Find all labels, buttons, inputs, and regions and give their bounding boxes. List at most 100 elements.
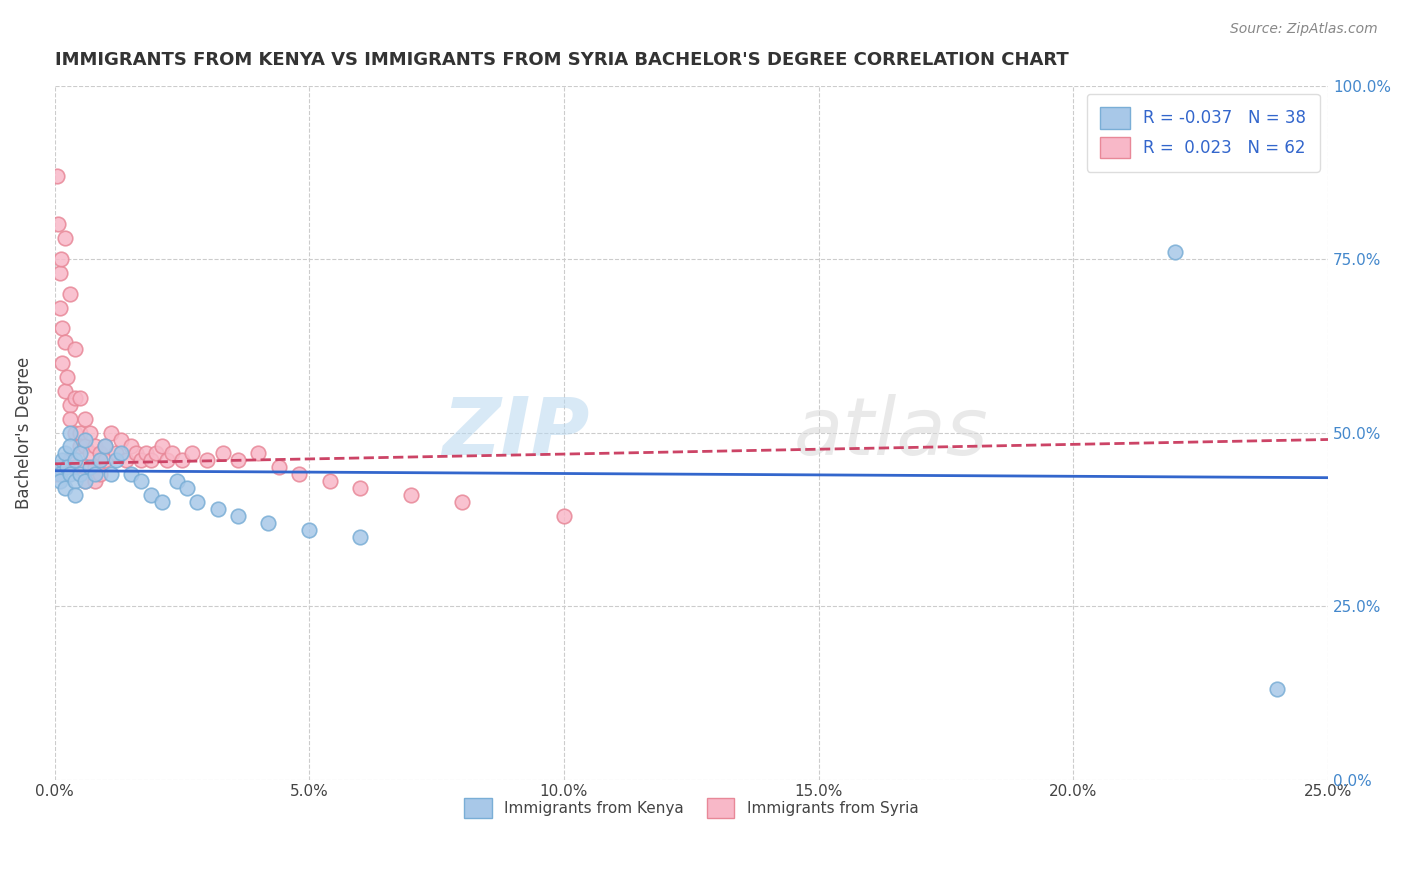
Point: [84, 467, 107, 482]
Point: [69, 439, 91, 453]
Point: [181, 446, 204, 460]
Point: [170, 453, 193, 467]
Point: [75, 474, 97, 488]
Point: [288, 467, 311, 482]
Point: [553, 508, 575, 523]
Point: [75, 411, 97, 425]
Point: [53, 481, 76, 495]
Text: Source: ZipAtlas.com: Source: ZipAtlas.com: [1230, 22, 1378, 37]
Point: [63, 425, 86, 440]
Point: [45, 467, 67, 482]
Point: [59, 439, 82, 453]
Point: [141, 488, 163, 502]
Point: [75, 439, 97, 453]
Point: [110, 433, 132, 447]
Point: [226, 453, 249, 467]
Point: [267, 460, 290, 475]
Point: [48, 301, 70, 315]
Point: [53, 446, 76, 460]
Point: [226, 508, 249, 523]
Point: [399, 488, 422, 502]
Point: [53, 335, 76, 350]
Point: [1265, 682, 1288, 697]
Point: [155, 453, 177, 467]
Point: [49, 252, 72, 266]
Point: [59, 398, 82, 412]
Point: [120, 467, 142, 482]
Point: [63, 391, 86, 405]
Text: IMMIGRANTS FROM KENYA VS IMMIGRANTS FROM SYRIA BACHELOR'S DEGREE CORRELATION CHA: IMMIGRANTS FROM KENYA VS IMMIGRANTS FROM…: [55, 51, 1069, 69]
Point: [63, 488, 86, 502]
Point: [59, 411, 82, 425]
Point: [247, 446, 270, 460]
Point: [145, 446, 167, 460]
Y-axis label: Bachelor's Degree: Bachelor's Degree: [15, 357, 32, 508]
Point: [48, 474, 70, 488]
Point: [125, 446, 148, 460]
Point: [104, 446, 127, 460]
Point: [75, 460, 97, 475]
Point: [211, 446, 233, 460]
Text: atlas: atlas: [793, 393, 988, 472]
Point: [1164, 245, 1187, 260]
Point: [135, 446, 157, 460]
Point: [100, 425, 122, 440]
Point: [94, 439, 117, 453]
Point: [160, 446, 183, 460]
Point: [176, 481, 198, 495]
Point: [46, 217, 69, 231]
Point: [63, 474, 86, 488]
Point: [46, 169, 69, 183]
Point: [69, 425, 91, 440]
Point: [129, 453, 152, 467]
Point: [257, 516, 280, 530]
Legend: Immigrants from Kenya, Immigrants from Syria: Immigrants from Kenya, Immigrants from S…: [458, 792, 924, 824]
Point: [48, 467, 70, 482]
Point: [349, 530, 371, 544]
Point: [186, 495, 208, 509]
Point: [318, 474, 340, 488]
Point: [89, 467, 111, 482]
Point: [150, 439, 173, 453]
Point: [63, 460, 86, 475]
Point: [79, 460, 101, 475]
Point: [75, 474, 97, 488]
Point: [451, 495, 474, 509]
Point: [53, 384, 76, 398]
Point: [104, 453, 127, 467]
Point: [84, 439, 107, 453]
Point: [120, 439, 142, 453]
Point: [69, 446, 91, 460]
Point: [195, 453, 218, 467]
Point: [63, 343, 86, 357]
Point: [84, 460, 107, 475]
Point: [63, 453, 86, 467]
Point: [56, 370, 79, 384]
Point: [141, 453, 163, 467]
Point: [51, 321, 73, 335]
Point: [100, 467, 122, 482]
Point: [69, 391, 91, 405]
Point: [84, 474, 107, 488]
Point: [59, 467, 82, 482]
Point: [59, 425, 82, 440]
Point: [89, 446, 111, 460]
Point: [56, 460, 79, 475]
Point: [110, 446, 132, 460]
Point: [349, 481, 371, 495]
Point: [94, 453, 117, 467]
Point: [207, 502, 229, 516]
Point: [89, 453, 111, 467]
Point: [298, 523, 321, 537]
Point: [48, 266, 70, 280]
Point: [79, 446, 101, 460]
Point: [59, 286, 82, 301]
Text: ZIP: ZIP: [441, 393, 589, 472]
Point: [46, 460, 69, 475]
Point: [79, 425, 101, 440]
Point: [129, 474, 152, 488]
Point: [69, 467, 91, 482]
Point: [51, 356, 73, 370]
Point: [115, 453, 138, 467]
Point: [94, 439, 117, 453]
